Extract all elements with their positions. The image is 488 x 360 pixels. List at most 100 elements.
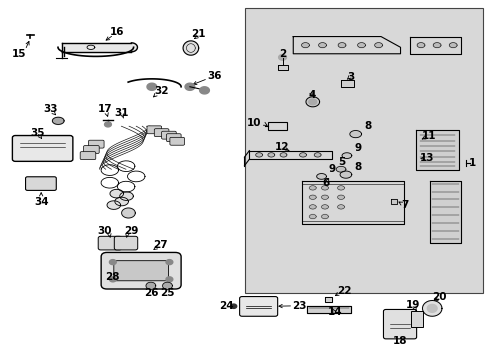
Text: 24: 24	[218, 301, 233, 311]
Text: 2: 2	[278, 49, 285, 59]
Polygon shape	[340, 171, 351, 178]
Polygon shape	[318, 42, 326, 48]
Polygon shape	[309, 205, 316, 209]
FancyBboxPatch shape	[239, 297, 277, 316]
Text: 7: 7	[401, 200, 408, 210]
Polygon shape	[306, 306, 350, 314]
Polygon shape	[183, 41, 198, 55]
Text: 11: 11	[421, 131, 435, 141]
Polygon shape	[104, 122, 111, 127]
Polygon shape	[409, 37, 461, 54]
Text: 13: 13	[419, 153, 434, 163]
FancyBboxPatch shape	[114, 236, 138, 250]
Text: 8: 8	[364, 121, 371, 131]
Polygon shape	[337, 186, 344, 190]
Polygon shape	[337, 205, 344, 209]
Polygon shape	[374, 42, 382, 48]
Polygon shape	[302, 181, 404, 224]
Text: 27: 27	[153, 239, 167, 249]
Text: 19: 19	[405, 300, 419, 310]
Bar	[410, 311, 423, 327]
Polygon shape	[390, 199, 396, 204]
Text: 12: 12	[275, 142, 289, 152]
Polygon shape	[301, 42, 309, 48]
Text: 9: 9	[353, 143, 361, 153]
Text: 36: 36	[206, 71, 221, 81]
Polygon shape	[338, 42, 345, 48]
Polygon shape	[429, 181, 461, 243]
FancyBboxPatch shape	[166, 134, 181, 141]
FancyBboxPatch shape	[98, 236, 122, 250]
Text: 5: 5	[338, 157, 345, 167]
Polygon shape	[147, 83, 157, 90]
Polygon shape	[163, 282, 172, 289]
Text: 30: 30	[97, 226, 112, 236]
Polygon shape	[321, 195, 328, 199]
Polygon shape	[61, 42, 131, 51]
Polygon shape	[267, 153, 274, 157]
Polygon shape	[309, 195, 316, 199]
FancyBboxPatch shape	[83, 145, 99, 153]
Text: 8: 8	[354, 162, 361, 172]
Text: 14: 14	[327, 307, 341, 317]
FancyBboxPatch shape	[12, 135, 73, 161]
Polygon shape	[52, 117, 64, 125]
Text: 34: 34	[34, 197, 48, 207]
Polygon shape	[432, 42, 440, 48]
Polygon shape	[357, 42, 365, 48]
FancyBboxPatch shape	[25, 177, 56, 190]
Text: 18: 18	[392, 336, 407, 346]
Polygon shape	[184, 83, 194, 90]
Polygon shape	[280, 153, 286, 157]
Bar	[245, 8, 482, 293]
Polygon shape	[340, 80, 353, 87]
Polygon shape	[299, 153, 306, 157]
Polygon shape	[255, 153, 262, 157]
Polygon shape	[278, 54, 286, 60]
Polygon shape	[115, 197, 128, 206]
Bar	[267, 122, 287, 130]
Polygon shape	[415, 130, 458, 170]
Polygon shape	[321, 205, 328, 209]
Polygon shape	[336, 166, 345, 172]
FancyBboxPatch shape	[101, 252, 181, 289]
FancyBboxPatch shape	[114, 261, 168, 281]
FancyBboxPatch shape	[88, 140, 104, 148]
Polygon shape	[107, 201, 121, 210]
Polygon shape	[109, 277, 116, 282]
Polygon shape	[309, 186, 316, 190]
Polygon shape	[165, 260, 172, 265]
Polygon shape	[308, 99, 316, 105]
Text: 23: 23	[291, 301, 306, 311]
Text: 16: 16	[109, 27, 124, 37]
Polygon shape	[199, 87, 209, 94]
Text: 29: 29	[124, 226, 138, 236]
Polygon shape	[249, 150, 331, 159]
FancyBboxPatch shape	[154, 129, 168, 136]
Text: 25: 25	[160, 288, 174, 298]
Text: 1: 1	[468, 158, 475, 168]
Text: 31: 31	[114, 108, 129, 118]
Polygon shape	[305, 97, 319, 107]
Polygon shape	[146, 282, 156, 289]
Text: 35: 35	[30, 129, 44, 138]
Text: 17: 17	[98, 104, 113, 114]
FancyBboxPatch shape	[383, 310, 416, 339]
Polygon shape	[427, 305, 436, 312]
Text: 9: 9	[328, 164, 335, 174]
Polygon shape	[109, 260, 116, 265]
Polygon shape	[316, 174, 326, 179]
Polygon shape	[309, 215, 316, 219]
Text: 10: 10	[246, 118, 261, 128]
Polygon shape	[416, 42, 424, 48]
Text: 32: 32	[154, 86, 168, 96]
Polygon shape	[230, 304, 236, 309]
Polygon shape	[349, 131, 361, 138]
Text: 28: 28	[105, 272, 120, 282]
Polygon shape	[293, 37, 400, 54]
Polygon shape	[277, 64, 288, 69]
Text: 21: 21	[190, 29, 205, 39]
Text: 22: 22	[337, 286, 351, 296]
FancyBboxPatch shape	[147, 126, 161, 134]
Polygon shape	[314, 153, 321, 157]
